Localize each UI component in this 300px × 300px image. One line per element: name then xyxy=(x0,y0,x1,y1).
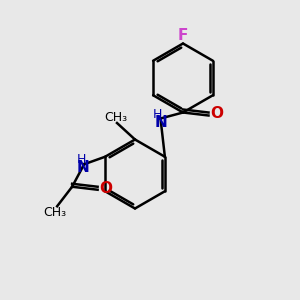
Text: N: N xyxy=(76,160,89,175)
Text: CH₃: CH₃ xyxy=(104,111,127,124)
Text: H: H xyxy=(77,153,86,166)
Text: CH₃: CH₃ xyxy=(43,206,66,219)
Text: O: O xyxy=(100,181,112,196)
Text: N: N xyxy=(154,115,167,130)
Text: O: O xyxy=(210,106,224,122)
Text: F: F xyxy=(178,28,188,43)
Text: H: H xyxy=(153,108,162,122)
